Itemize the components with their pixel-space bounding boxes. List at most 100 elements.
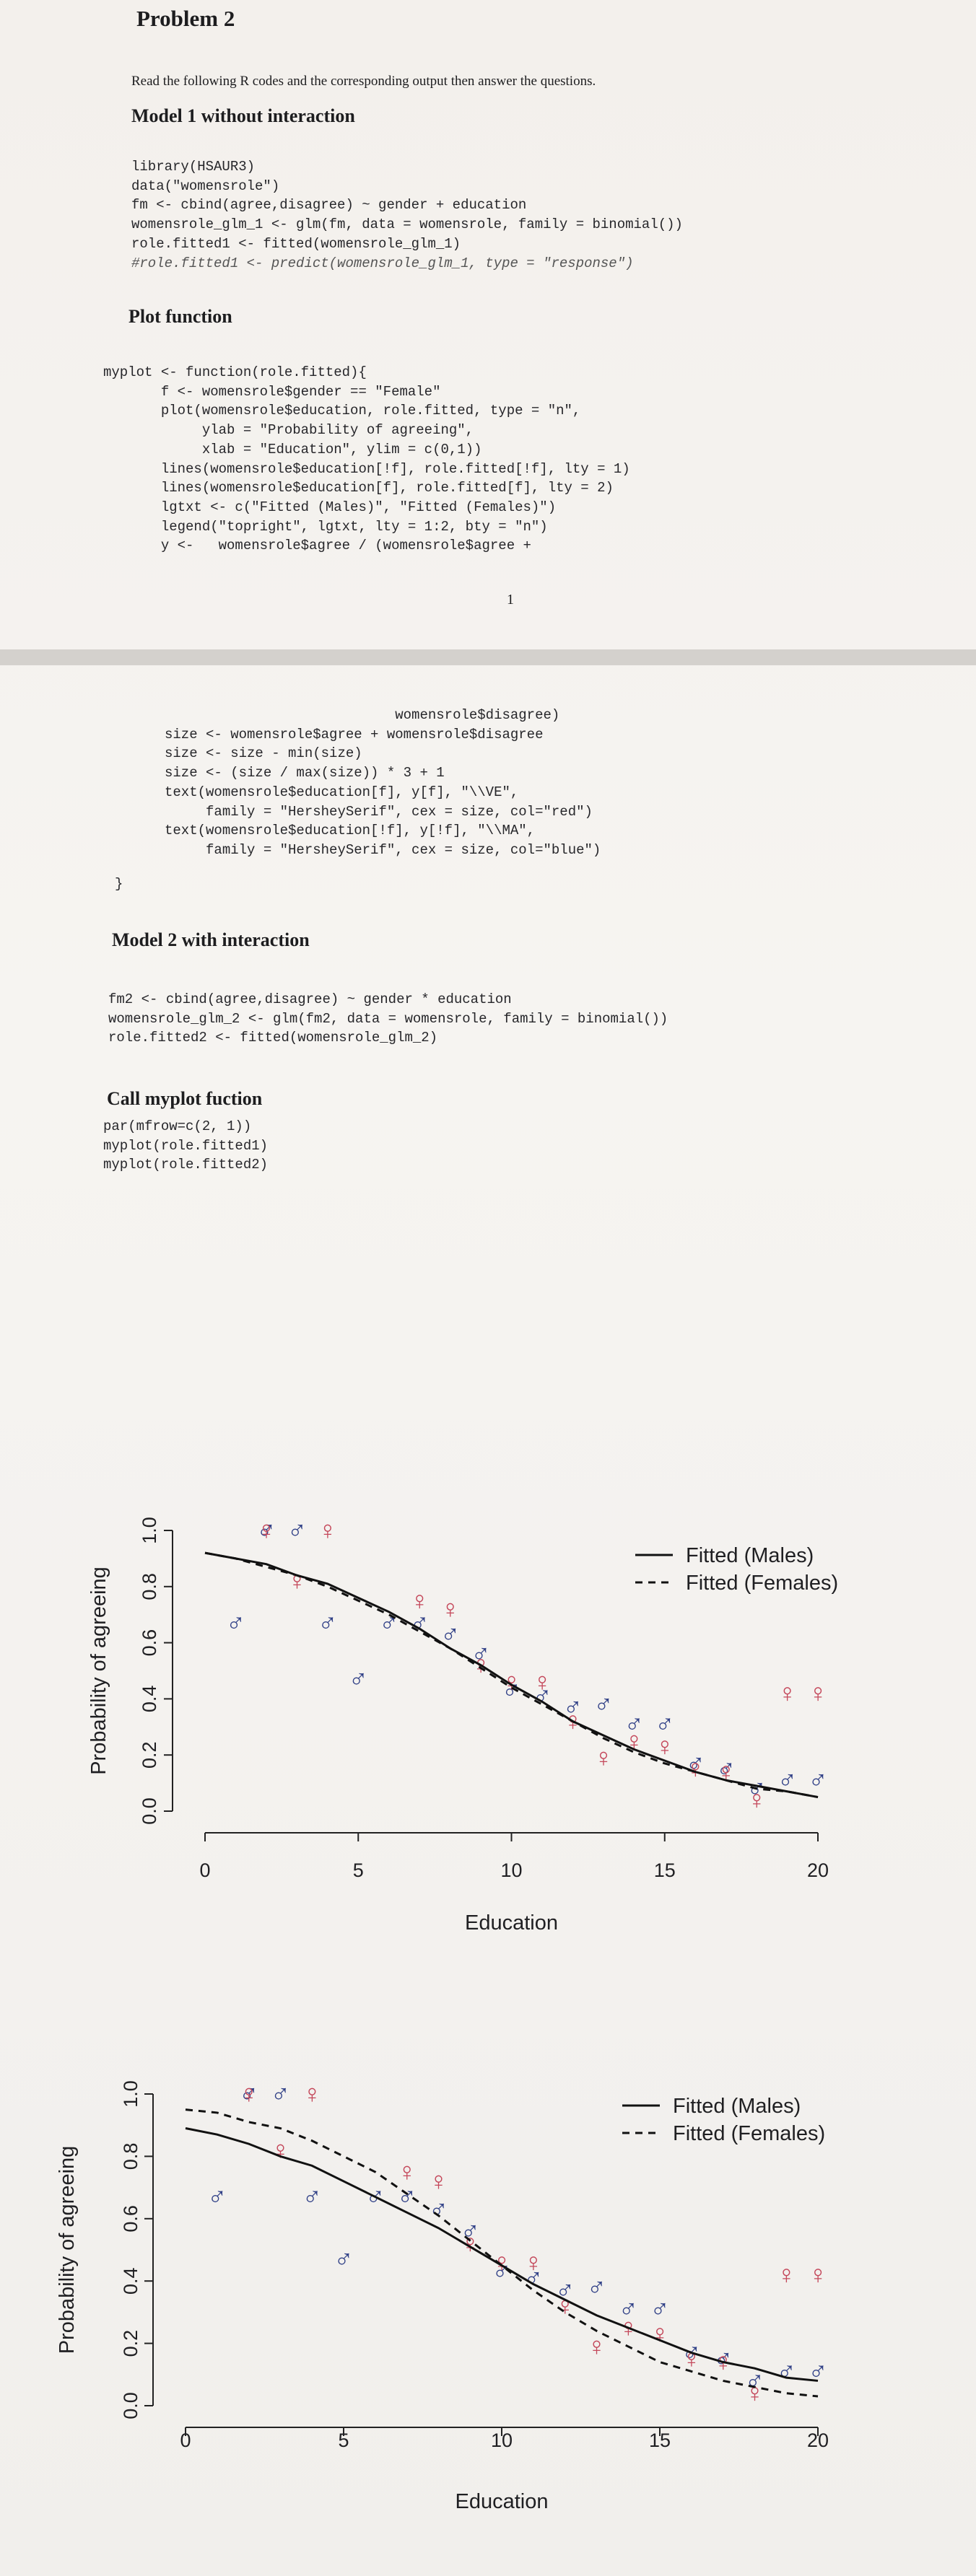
code-line: lines(womensrole$education[!f], role.fit… <box>103 460 630 477</box>
code-line: f <- womensrole$gender == "Female" <box>103 383 441 400</box>
y-tick-label: 0.2 <box>139 1741 160 1769</box>
legend-label: Fitted (Females) <box>673 2122 825 2145</box>
plot: 0 5 10 15 20 0.0 0.2 0.4 0.6 0.8 1.0 Education Proba… <box>56 2079 829 2513</box>
point-symbol: ♂ <box>713 2344 733 2373</box>
point-symbol: ♂ <box>593 1689 613 1719</box>
code-line: legend("topright", lgtxt, lty = 1:2, bty… <box>103 518 548 535</box>
heading: Model 2 with interaction <box>112 929 310 950</box>
x-tick-label: 15 <box>649 2430 671 2451</box>
x-tick-label: 20 <box>807 2430 829 2451</box>
point-symbol: ♀ <box>532 1667 552 1696</box>
code-line: plot(womensrole$education, role.fitted, … <box>103 403 581 419</box>
point-symbol: ♀ <box>777 1678 797 1708</box>
point-symbol: ♂ <box>207 2182 227 2212</box>
fitted-line <box>185 2127 819 2382</box>
x-axis-title: Education <box>456 2490 549 2513</box>
x-tick-label: 0 <box>180 2430 191 2451</box>
code-block: fm2 <- cbind(agree,disagree) ~ gender * … <box>108 990 668 1048</box>
point-symbol: ♀ <box>777 2260 796 2290</box>
legend-label: Fitted (Males) <box>673 2095 801 2118</box>
point-symbol: ♂ <box>287 1515 307 1545</box>
fitted-line <box>204 1551 819 1799</box>
code-line: y <- womensrole$agree / (womensrole$agre… <box>103 538 531 554</box>
point-symbol: ♂ <box>271 2079 290 2108</box>
code-line: myplot(role.fitted2) <box>103 1157 269 1173</box>
y-tick-label: 1.0 <box>120 2080 141 2108</box>
code-line: womensrole_glm_2 <- glm(fm2, data = wome… <box>108 1010 668 1027</box>
code-line: family = "HersheySerif", cex = size, col… <box>165 841 601 858</box>
x-tick-label: 15 <box>654 1859 676 1881</box>
point-symbol: ♀ <box>397 2157 417 2186</box>
page-break <box>0 649 976 665</box>
legend-label: Fitted (Females) <box>686 1572 838 1595</box>
closing-brace: } <box>115 876 123 892</box>
intro: Read the following R codes and the corre… <box>131 74 596 89</box>
point-symbol: ♂ <box>471 1639 491 1668</box>
point-symbol: ♂ <box>349 1664 368 1694</box>
code-block: library(HSAUR3) data("womensrole") fm <- c… <box>131 157 683 273</box>
y-tick-label: 1.0 <box>139 1517 160 1544</box>
y-tick-label: 0.4 <box>139 1686 160 1713</box>
x-tick-label: 20 <box>807 1859 829 1881</box>
y-tick-label: 0.6 <box>139 1629 160 1657</box>
code-line: fm <- cbind(agree,disagree) ~ gender + e… <box>131 197 527 214</box>
point-symbol: ♂ <box>256 1515 276 1545</box>
point-symbol: ♀ <box>523 2247 543 2277</box>
legend-label: Fitted (Males) <box>686 1544 814 1567</box>
heading: Model 1 without interaction <box>131 105 355 126</box>
y-axis-title: Probability of agreeing <box>87 1567 110 1775</box>
code-line: myplot <- function(role.fitted){ <box>103 364 367 380</box>
code-line: womensrole$disagree) <box>165 707 560 723</box>
point-symbol: ♀ <box>429 2166 448 2196</box>
fitted-line <box>185 2108 819 2398</box>
x-tick-label: 0 <box>199 1859 210 1881</box>
point-symbol: ♀ <box>745 2378 764 2408</box>
plot: 0 5 10 15 20 0.0 0.2 0.4 0.6 0.8 1.0 Education Proba… <box>87 1515 838 1935</box>
code-line: ylab = "Probability of agreeing", <box>103 422 474 439</box>
code-line: text(womensrole$education[f], y[f], "\\V… <box>165 784 519 800</box>
point-symbol: ♂ <box>302 2182 322 2212</box>
code-line: par(mfrow=c(2, 1)) <box>103 1118 252 1134</box>
point-symbol: ♀ <box>239 2079 258 2108</box>
x-tick-label: 10 <box>491 2430 513 2451</box>
code-block: par(mfrow=c(2, 1)) myplot(role.fitted1) my… <box>103 1117 268 1175</box>
point-symbol: ♂ <box>809 2356 828 2386</box>
point-symbol: ♀ <box>410 1585 430 1615</box>
point-symbol: ♂ <box>619 2294 638 2323</box>
code-line: library(HSAUR3) <box>131 159 256 175</box>
point-symbol: ♀ <box>681 2344 701 2373</box>
point-symbol: ♀ <box>302 2079 322 2108</box>
point-symbol: ♂ <box>226 1608 245 1637</box>
point-symbol: ♀ <box>287 1566 307 1595</box>
point-symbol: ♂ <box>650 2294 670 2323</box>
code-line: role.fitted2 <- fitted(womensrole_glm_2) <box>108 1030 438 1046</box>
y-tick-label: 0.2 <box>120 2330 141 2357</box>
code-line: lines(womensrole$education[f], role.fitt… <box>103 480 614 496</box>
code-line: #role.fitted1 <- predict(womensrole_glm_… <box>131 255 634 271</box>
x-tick-label: 5 <box>338 2430 349 2451</box>
code-line: data("womensrole") <box>131 178 280 194</box>
y-tick-label: 0.4 <box>120 2267 141 2295</box>
point-symbol: ♀ <box>256 1515 276 1545</box>
title: Problem 2 <box>136 6 235 31</box>
y-tick-label: 0.6 <box>120 2205 141 2233</box>
point-symbol: ♂ <box>655 1709 674 1738</box>
code-line: size <- (size / max(size)) * 3 + 1 <box>165 765 445 781</box>
point-symbol: ♂ <box>397 2182 417 2212</box>
point-symbol: ♀ <box>271 2135 290 2165</box>
point-symbol: ♂ <box>239 2079 258 2108</box>
point-symbol: ♂ <box>318 1608 337 1637</box>
y-tick-label: 0.8 <box>120 2143 141 2170</box>
code-block: myplot <- function(role.fitted){ f <- wo… <box>103 363 630 556</box>
code-line: role.fitted1 <- fitted(womensrole_glm_1) <box>131 235 461 252</box>
code-block: womensrole$disagree) size <- womensrole$a… <box>165 706 601 860</box>
x-tick-label: 10 <box>500 1859 522 1881</box>
y-axis-title: Probability of agreeing <box>56 2146 79 2354</box>
point-symbol: ♀ <box>593 1743 613 1772</box>
code-line: womensrole_glm_1 <- glm(fm, data = women… <box>131 216 683 233</box>
code-line: myplot(role.fitted1) <box>103 1137 269 1154</box>
code-line: size <- womensrole$agree + womensrole$di… <box>165 726 544 742</box>
code-line: text(womensrole$education[!f], y[!f], "\… <box>165 823 536 839</box>
heading: Call myplot fuction <box>107 1088 263 1109</box>
